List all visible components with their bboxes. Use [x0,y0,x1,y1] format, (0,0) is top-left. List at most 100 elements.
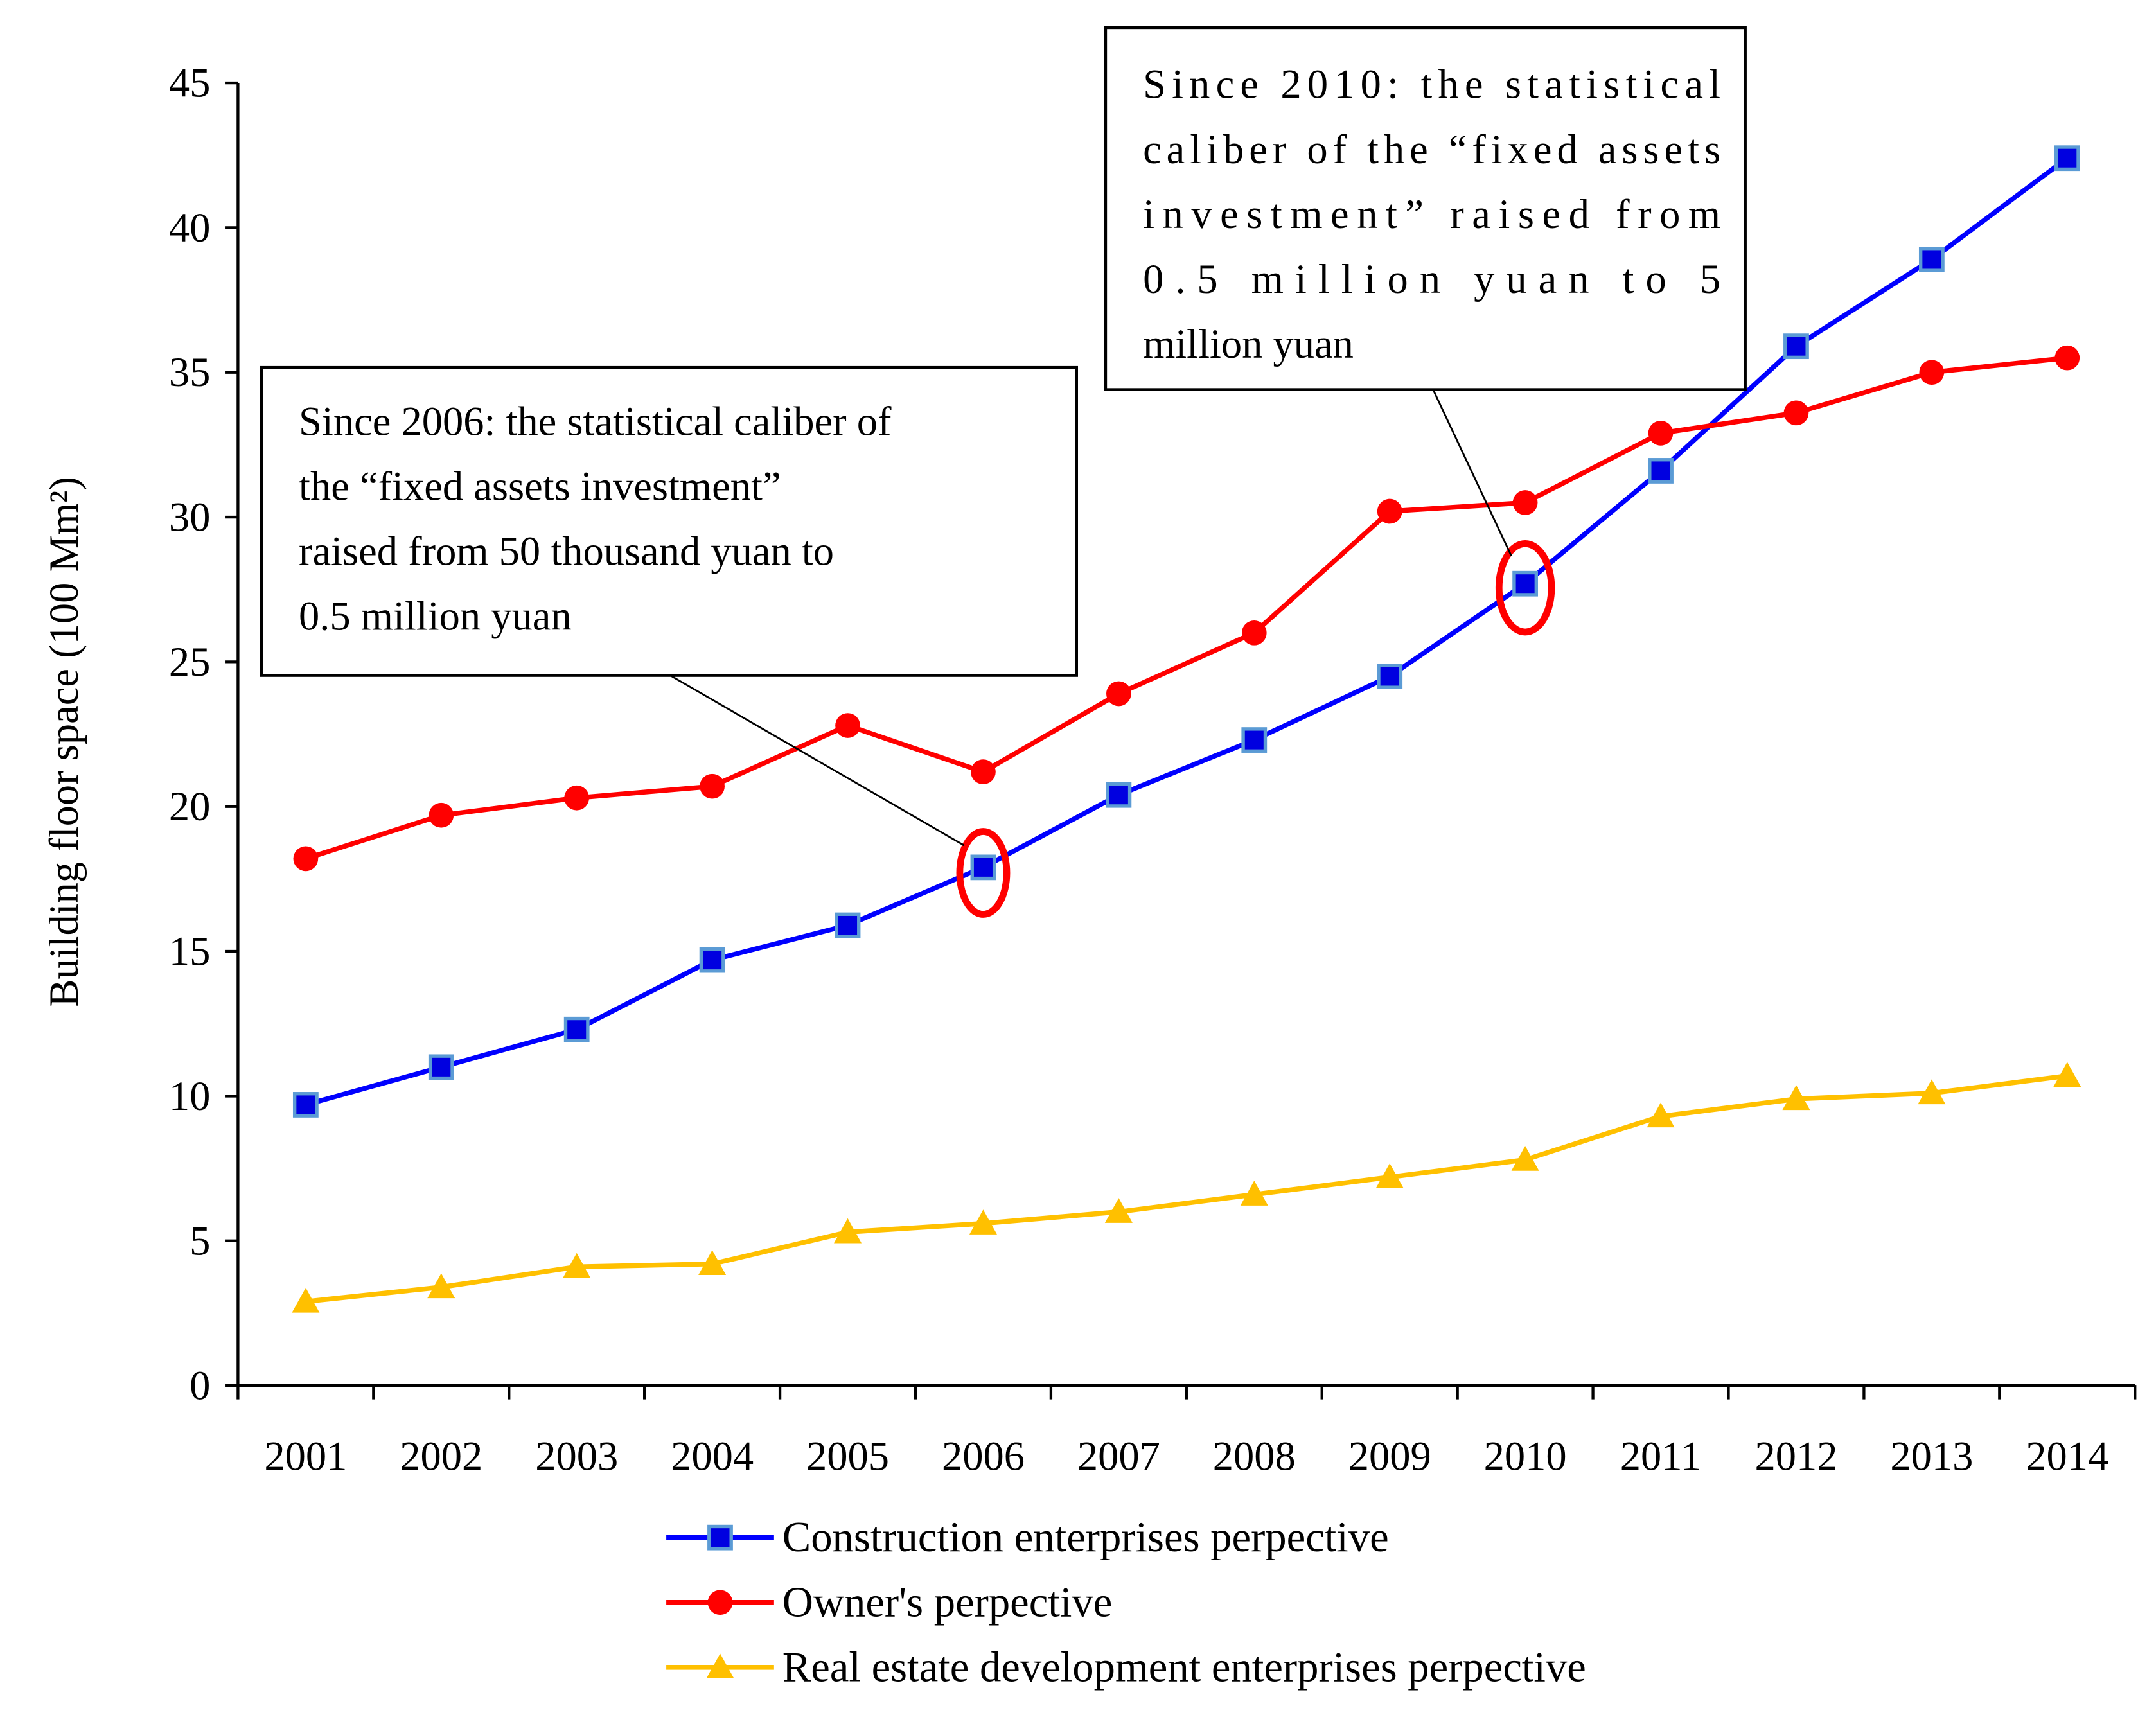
data-point [1106,782,1132,808]
data-point [834,1218,862,1244]
y-tick-label: 0 [190,1363,210,1409]
y-tick-label: 20 [169,784,211,829]
data-point [1241,727,1268,753]
data-point [1106,681,1131,707]
series-3 [292,1062,2081,1313]
data-point [835,912,861,938]
data-point [429,802,454,828]
data-point [563,1016,590,1042]
x-tick-label: 2011 [1620,1433,1702,1479]
data-point [1647,1102,1675,1128]
data-point [1241,620,1267,646]
data-point [2054,345,2080,371]
y-tick-label: 45 [169,60,211,106]
y-tick-label: 30 [169,495,211,540]
legend-marker [706,1653,734,1679]
data-point [1648,421,1674,446]
y-tick-label: 40 [169,205,211,251]
annotation-text-line: 0.5 million yuan to 5 [1143,256,1720,302]
annotation-text-line: raised from 50 thousand yuan to [299,529,834,574]
x-tick-label: 2001 [264,1433,347,1479]
data-point [1919,360,1945,385]
legend: Construction enterprises perpective Owner… [666,1514,1586,1691]
data-point [292,1287,320,1313]
data-point [1240,1181,1268,1206]
data-point [1648,458,1674,484]
annotation-box-2010 [1104,26,1747,391]
x-tick-label: 2013 [1890,1433,1973,1479]
data-point [1377,498,1402,524]
y-tick-label: 15 [169,929,211,974]
x-tick-label: 2007 [1077,1433,1160,1479]
y-tick-label: 10 [169,1073,211,1119]
data-point [1918,1079,1946,1105]
series-line [305,156,2069,1107]
annotation-text-line: million yuan [1143,321,1354,367]
x-tick-label: 2006 [942,1433,1025,1479]
series-line [305,1073,2068,1305]
data-point [2053,1062,2081,1087]
axes: 0 5 10 15 20 25 30 35 40 45 2001 2002 2003 2004 2005 20… [169,60,2137,1479]
legend-marker [707,1590,733,1615]
legend-item-3: Real estate development enterprises perp… [666,1644,1586,1691]
data-point [1377,664,1403,689]
legend-item-1: Construction enterprises perpective [666,1514,1389,1561]
x-tick-label: 2003 [535,1433,618,1479]
x-tick-label: 2010 [1484,1433,1567,1479]
data-point [564,785,590,811]
data-point [293,846,319,872]
data-point [1783,333,1809,360]
series-2 [293,345,2080,872]
annotations: Since 2006: the statistical caliber of th… [260,26,1747,918]
data-point [2054,145,2080,172]
data-point [698,1250,727,1276]
data-point [1512,490,1538,515]
data-point [835,713,860,738]
data-point [292,1092,319,1118]
annotation-text-line: 0.5 million yuan [299,594,572,639]
y-axis-label: Building floor space (100 Mm²) [41,477,87,1007]
data-point [971,759,996,785]
annotation-text-line: Since 2006: the statistical caliber of [299,398,892,444]
x-tick-label: 2008 [1213,1433,1296,1479]
data-point [563,1253,591,1278]
annotation-text-line: the “fixed assets investment” [299,464,781,509]
series-line [305,355,2068,861]
annotation-leader-2006 [669,674,965,847]
x-tick-label: 2009 [1348,1433,1431,1479]
data-point [1782,1085,1810,1111]
x-tick-label: 2014 [2026,1433,2108,1479]
annotation-leader-2010 [1432,389,1512,557]
data-point [1104,1198,1133,1223]
data-point [970,854,996,881]
x-tick-label: 2005 [806,1433,889,1479]
data-point [1783,400,1809,426]
data-point [1512,570,1539,597]
highlight-ellipse-2010 [1495,540,1555,636]
legend-label: Construction enterprises perpective [782,1514,1389,1561]
data-point [699,947,725,973]
data-point [428,1054,454,1080]
x-tick-label: 2012 [1754,1433,1837,1479]
legend-marker [707,1524,733,1551]
y-tick-label: 25 [169,639,211,685]
data-point [1918,247,1945,272]
data-point [1375,1163,1404,1188]
series-1 [292,145,2080,1118]
y-tick-label: 35 [169,349,211,395]
annotation-box-2006 [260,365,1078,677]
legend-label: Owner's perpective [782,1579,1113,1626]
data-point [1511,1146,1539,1171]
data-point [700,773,725,799]
x-tick-label: 2004 [671,1433,754,1479]
x-tick-label: 2002 [400,1433,482,1479]
highlight-ellipse-2006 [956,828,1011,918]
legend-item-2: Owner's perpective [666,1579,1112,1626]
legend-label: Real estate development enterprises perp… [782,1644,1586,1691]
annotation-text-line: Since 2010: the statistical [1143,62,1720,107]
data-point [427,1273,455,1299]
data-point [969,1209,997,1235]
series-lines [292,145,2081,1313]
y-tick-label: 5 [190,1218,210,1263]
